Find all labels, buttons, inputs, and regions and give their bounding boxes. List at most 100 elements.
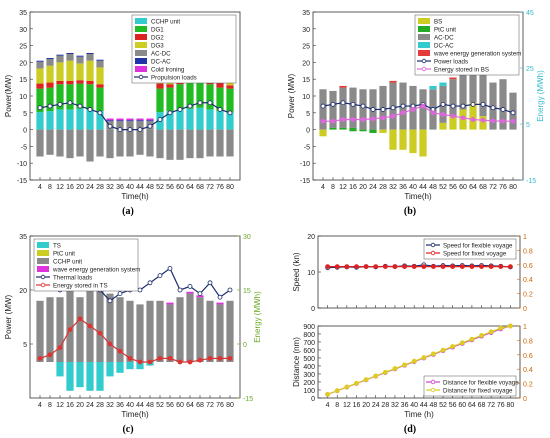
x-tick-label: 32 xyxy=(106,184,114,191)
series-point xyxy=(440,102,446,107)
bar-segment xyxy=(136,121,144,130)
x-tick-label: 24 xyxy=(86,184,94,191)
bar-segment-negative xyxy=(176,129,184,160)
y-tick-label: 25 xyxy=(19,44,27,51)
series-point xyxy=(350,117,356,122)
bar-segment xyxy=(66,54,74,61)
legend-label: Speed for flexible voyage xyxy=(443,243,513,250)
bar-segment-negative xyxy=(86,362,94,391)
y-tick-label: 20 xyxy=(302,60,310,67)
y-tick-label: 5 xyxy=(23,342,27,349)
x-tick-label: 52 xyxy=(439,184,447,191)
bar-segment xyxy=(146,300,154,362)
x-axis-label: Time(h) xyxy=(121,410,149,419)
bar-segment xyxy=(66,80,74,85)
y-tick-label: 35 xyxy=(302,10,310,17)
bar-segment xyxy=(439,122,447,130)
legend-label: CCHP unit xyxy=(53,259,82,266)
y-tick-label: 0 xyxy=(23,128,27,135)
x-tick-label: 52 xyxy=(156,402,164,409)
series-point xyxy=(392,366,398,371)
legend-swatch xyxy=(135,26,147,32)
bar-segment xyxy=(56,54,64,56)
bar-segment xyxy=(349,127,357,130)
series-point xyxy=(217,294,223,300)
bar-segment xyxy=(86,80,94,85)
x-tick-label: 4 xyxy=(326,402,330,409)
legend-box xyxy=(423,238,517,260)
series-point xyxy=(147,123,153,129)
series-point xyxy=(87,323,93,329)
series-point xyxy=(402,264,407,270)
series-point xyxy=(402,362,407,368)
bar-segment xyxy=(36,112,44,130)
y-tick-label: -5 xyxy=(304,144,310,151)
x-tick-label: 72 xyxy=(206,184,214,191)
bar-segment xyxy=(186,293,194,362)
series-point xyxy=(217,355,223,361)
bar-segment xyxy=(86,84,94,110)
bar-segment-negative xyxy=(216,129,224,157)
x-tick-label: 20 xyxy=(76,402,84,409)
bar-segment xyxy=(86,54,94,61)
x-tick-label: 44 xyxy=(136,184,144,191)
series-point xyxy=(207,100,213,106)
bar-segment xyxy=(96,87,104,112)
series-point xyxy=(77,316,83,322)
y-tick-label: 30 xyxy=(302,27,310,34)
series-point xyxy=(507,323,513,329)
series-point xyxy=(500,107,506,112)
bar-segment xyxy=(459,69,467,110)
series-point xyxy=(227,287,233,293)
y-axis-label: Power (MW) xyxy=(287,73,296,118)
legend-box xyxy=(131,14,237,84)
bar-segment xyxy=(126,121,134,130)
series-point xyxy=(450,344,456,349)
bar-segment xyxy=(206,109,214,130)
legend-marker xyxy=(430,250,436,256)
y-axis-label: Power (MW) xyxy=(4,294,13,339)
bar-segment xyxy=(96,290,104,362)
series-point xyxy=(411,264,417,270)
x-tick-label: 40 xyxy=(410,402,418,409)
bar-segment xyxy=(66,60,74,81)
x-tick-label: 36 xyxy=(399,184,407,191)
x-tick-label: 60 xyxy=(459,184,467,191)
bar-segment xyxy=(56,80,64,85)
bar-segment xyxy=(76,63,84,81)
legend-swatch xyxy=(418,26,430,32)
legend-label: CCHP unit xyxy=(151,19,180,26)
bar-segment xyxy=(479,116,487,130)
x-tick-label: 60 xyxy=(458,402,466,409)
x-axis-label: Time(h) xyxy=(121,192,149,201)
y-tick-label: -10 xyxy=(17,161,27,168)
bar-segment xyxy=(156,83,164,89)
x-tick-label: 76 xyxy=(499,184,507,191)
bar-segment-negative xyxy=(126,362,134,370)
legend-label: AC-DC xyxy=(434,35,454,42)
bar-segment xyxy=(96,60,104,68)
bar-segment xyxy=(439,82,447,86)
y-tick-label: 700 xyxy=(303,340,315,347)
bar-segment-negative xyxy=(156,129,164,159)
series-point xyxy=(207,280,213,286)
bar-segment xyxy=(56,109,64,130)
bar-segment-negative xyxy=(389,129,397,150)
bar-segment-negative xyxy=(116,362,124,373)
x-tick-label: 4 xyxy=(38,184,42,191)
legend-marker xyxy=(430,387,436,393)
series-point xyxy=(490,118,496,124)
bar-segment xyxy=(449,116,457,130)
x-tick-label: 8 xyxy=(48,402,52,409)
x-tick-label: 36 xyxy=(116,184,124,191)
series-point xyxy=(57,102,63,107)
series-point xyxy=(137,127,143,133)
x-tick-label: 48 xyxy=(430,402,438,409)
bar-segment xyxy=(469,62,477,103)
bar-segment xyxy=(339,87,347,128)
series-point xyxy=(127,127,133,133)
series-point xyxy=(469,264,475,270)
right-y-tick-label: 0.2 xyxy=(523,382,533,389)
caption-b: (b) xyxy=(404,206,416,217)
bar-segment xyxy=(216,82,224,88)
